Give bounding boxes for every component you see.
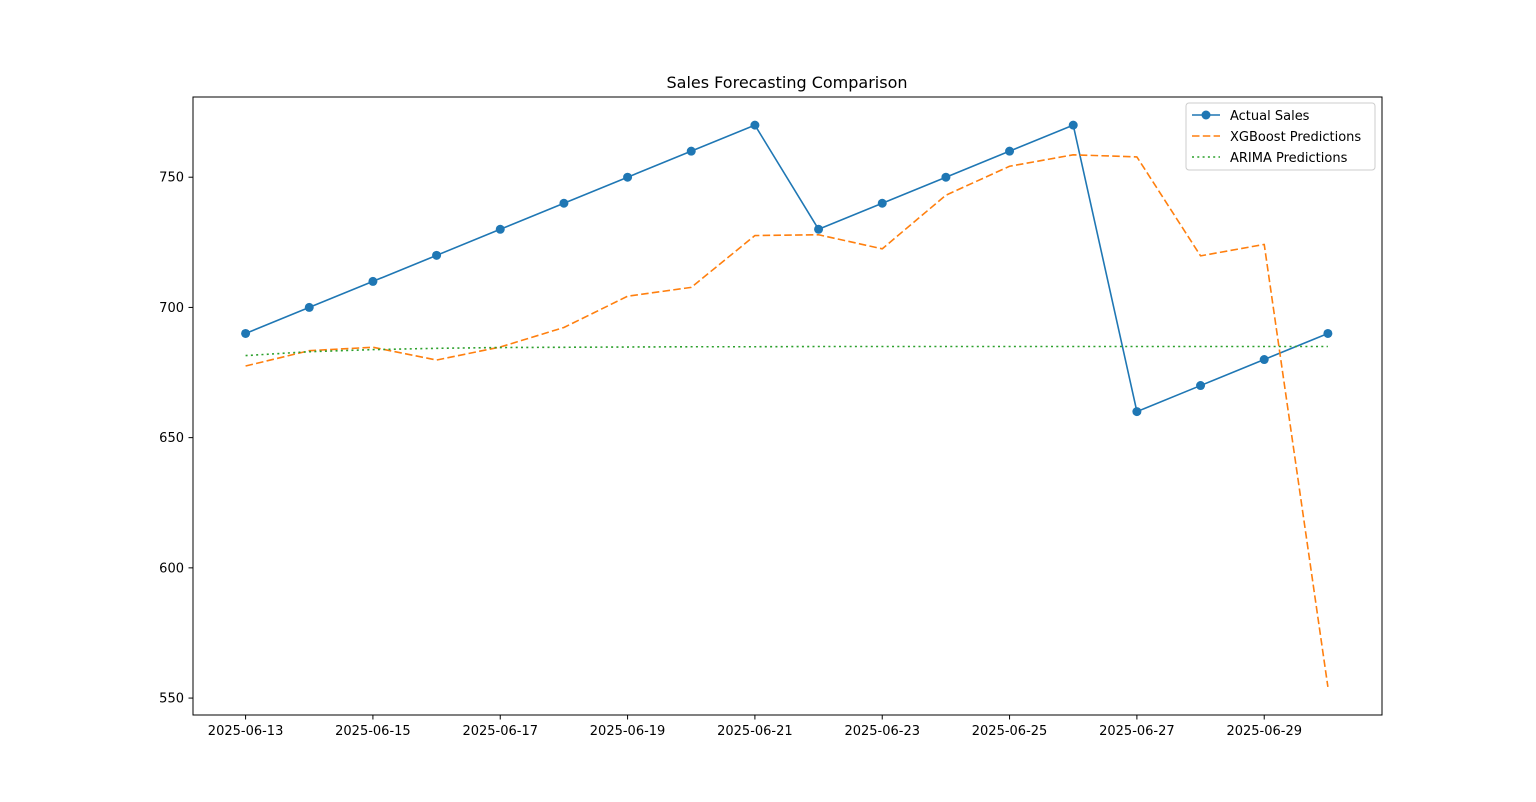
data-point: [559, 198, 569, 208]
chart-title: Sales Forecasting Comparison: [667, 73, 908, 92]
legend: Actual Sales XGBoost Predictions ARIMA Pre…: [1185, 102, 1376, 171]
data-point: [1259, 355, 1269, 365]
x-tick-label: 2025-06-29: [1226, 724, 1302, 739]
y-tick-label: 750: [159, 171, 184, 186]
x-tick-label: 2025-06-17: [462, 724, 538, 739]
y-tick-label: 550: [159, 692, 184, 707]
legend-label: Actual Sales: [1230, 109, 1310, 124]
data-point: [368, 276, 378, 286]
data-point: [241, 328, 251, 338]
series-line-xgboost-predictions: [245, 154, 1329, 687]
legend-label: ARIMA Predictions: [1230, 151, 1348, 166]
x-tick-label: 2025-06-15: [335, 724, 411, 739]
series-line-actual-sales: [245, 124, 1329, 413]
plot-area-frame: [192, 96, 1383, 716]
data-point: [432, 250, 442, 260]
series-line-arima-predictions: [245, 345, 1328, 357]
legend-box: [1185, 102, 1376, 171]
data-point: [877, 198, 887, 208]
y-tick-label: 700: [159, 301, 184, 316]
data-point: [623, 172, 633, 182]
data-point: [686, 146, 696, 156]
data-point: [1005, 146, 1015, 156]
series-layer: [241, 120, 1333, 687]
data-point: [1068, 120, 1078, 130]
axes-layer: 2025-06-13 2025-06-15 2025-06-17 2025-06-19…: [159, 171, 1302, 739]
legend-marker: [1201, 110, 1211, 120]
y-tick-label: 650: [159, 431, 184, 446]
data-point: [1323, 328, 1333, 338]
data-point: [941, 172, 951, 182]
data-point: [1196, 381, 1206, 391]
x-tick-label: 2025-06-13: [208, 724, 284, 739]
x-tick-label: 2025-06-23: [844, 724, 920, 739]
x-tick-label: 2025-06-21: [717, 724, 793, 739]
data-point: [814, 224, 824, 234]
y-tick-label: 600: [159, 561, 184, 576]
data-point: [1132, 407, 1142, 417]
x-tick-label: 2025-06-27: [1099, 724, 1175, 739]
x-tick-label: 2025-06-19: [590, 724, 666, 739]
legend-label: XGBoost Predictions: [1230, 130, 1361, 145]
x-tick-label: 2025-06-25: [972, 724, 1048, 739]
data-point: [495, 224, 505, 234]
data-point: [304, 302, 314, 312]
data-point: [750, 120, 760, 130]
